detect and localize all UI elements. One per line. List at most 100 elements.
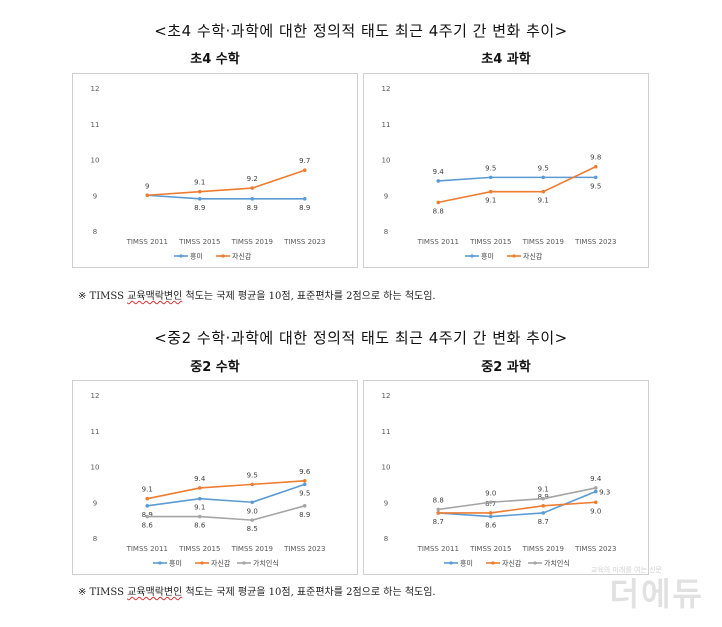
y-tick-label: 9 xyxy=(384,499,388,507)
line-chart-mid-math: 8 9 10 11 12 TIMSS 2011 TIMSS 2015 TIMSS 2019 TI… xyxy=(91,392,326,568)
y-tick-label: 11 xyxy=(91,121,100,129)
data-label: 9.0 xyxy=(590,507,601,515)
watermark-tagline: 교육의 미래를 여는 신문 xyxy=(590,566,662,574)
legend-marker xyxy=(512,254,516,258)
legend-label: 흥미 xyxy=(169,559,182,568)
chart-title-mid-math: 중2 수학 xyxy=(190,360,240,375)
y-tick-label: 8 xyxy=(93,535,97,543)
y-tick-label: 10 xyxy=(91,464,100,472)
data-label: 9.1 xyxy=(194,504,205,512)
data-label: 8.6 xyxy=(142,522,154,530)
data-point xyxy=(488,514,493,519)
legend-marker xyxy=(242,561,246,565)
data-point xyxy=(197,486,202,490)
legend-label: 자신감 xyxy=(523,252,543,261)
x-tick-label: TIMSS 2019 xyxy=(522,545,564,553)
data-point xyxy=(436,179,441,183)
data-label: 8.6 xyxy=(485,522,497,530)
data-point xyxy=(593,164,598,169)
data-label: 9.0 xyxy=(485,489,496,497)
data-point xyxy=(145,193,150,198)
legend-label: 흥미 xyxy=(190,252,203,261)
data-point xyxy=(197,496,202,501)
chart-panel-mid-science: 8 9 10 11 12 TIMSS 2011 TIMSS 2015 TIMSS 2019 TI… xyxy=(363,380,649,575)
legend-label: 흥미 xyxy=(460,559,473,568)
x-tick-label: TIMSS 2023 xyxy=(574,238,616,246)
chart-title-elem-science: 초4 과학 xyxy=(481,52,531,67)
data-label: 8.5 xyxy=(247,525,258,533)
x-tick-label: TIMSS 2023 xyxy=(283,545,325,553)
y-tick-label: 12 xyxy=(91,392,100,400)
legend-label: 자신감 xyxy=(211,559,231,568)
x-tick-label: TIMSS 2011 xyxy=(126,545,168,553)
data-point xyxy=(593,175,598,180)
data-point xyxy=(197,514,202,519)
data-label: 9.5 xyxy=(299,489,310,497)
chart-panel-elem-math: 8 9 10 11 12 TIMSS 2011 TIMSS 2015 TIMSS 2019 TI… xyxy=(72,73,358,268)
line-chart-mid-science: 8 9 10 11 12 TIMSS 2011 TIMSS 2015 TIMSS 2019 TI… xyxy=(382,392,617,568)
section-title-elementary: <초4 수학·과학에 대한 정의적 태도 최근 4주기 간 변화 추이> xyxy=(154,22,568,40)
data-point xyxy=(145,504,150,508)
data-point xyxy=(302,479,307,483)
x-tick-label: TIMSS 2011 xyxy=(417,238,459,246)
data-label: 9.3 xyxy=(599,489,610,497)
y-tick-label: 11 xyxy=(382,121,391,129)
data-label: 9.1 xyxy=(538,486,549,494)
x-tick-label: TIMSS 2023 xyxy=(283,238,325,246)
series-line xyxy=(438,490,597,518)
data-label: 9.2 xyxy=(247,175,258,183)
data-label: 8.7 xyxy=(538,518,549,526)
data-point xyxy=(488,175,493,180)
y-tick-label: 8 xyxy=(93,228,97,236)
data-point xyxy=(302,504,307,508)
data-point xyxy=(593,500,598,505)
series-line xyxy=(438,176,596,182)
y-tick-label: 9 xyxy=(93,499,97,507)
data-label: 8.7 xyxy=(433,518,444,526)
legend-marker xyxy=(179,254,183,258)
line-chart-elem-math: 8 9 10 11 12 TIMSS 2011 TIMSS 2015 TIMSS 2019 TI… xyxy=(91,85,326,261)
legend-marker xyxy=(158,561,162,565)
data-label: 8.9 xyxy=(247,204,258,212)
series-line xyxy=(438,165,597,204)
legend-label: 흥미 xyxy=(481,252,494,261)
series-line xyxy=(438,501,596,514)
data-label: 8.8 xyxy=(433,496,444,504)
data-label: 9.4 xyxy=(433,168,445,176)
y-tick-label: 10 xyxy=(382,464,391,472)
data-point xyxy=(250,197,255,201)
series-line xyxy=(438,487,596,511)
data-label: 8.9 xyxy=(299,511,310,519)
y-tick-label: 12 xyxy=(382,85,391,93)
data-point xyxy=(145,496,150,501)
x-tick-label: TIMSS 2011 xyxy=(126,238,168,246)
footnote-elementary: ※ TIMSS 교육맥락변인 척도는 국제 평균을 10점, 표준편차를 2점으… xyxy=(78,291,436,302)
y-tick-label: 8 xyxy=(384,535,388,543)
data-point xyxy=(197,197,202,201)
data-point xyxy=(541,175,546,180)
footnote-middle: ※ TIMSS 교육맥락변인 척도는 국제 평균을 10점, 표준편차를 2점으… xyxy=(78,587,436,598)
data-point xyxy=(250,482,255,487)
data-label: 9.8 xyxy=(590,154,601,162)
section-title-middle: <중2 수학·과학에 대한 정의적 태도 최근 4주기 간 변화 추이> xyxy=(154,329,568,347)
data-label: 8.8 xyxy=(433,207,444,215)
data-label: 9.0 xyxy=(247,507,258,515)
legend-label: 가치인식 xyxy=(544,559,570,568)
data-point xyxy=(593,486,598,490)
chart-title-elem-math: 초4 수학 xyxy=(190,52,240,67)
data-point xyxy=(250,500,255,505)
data-point xyxy=(488,511,493,515)
data-label: 8.9 xyxy=(194,204,205,212)
x-tick-label: TIMSS 2019 xyxy=(231,238,273,246)
data-point xyxy=(436,507,441,512)
data-point xyxy=(488,500,493,505)
series-line xyxy=(147,483,306,507)
x-tick-label: TIMSS 2015 xyxy=(469,238,511,246)
watermark-logo: 더에듀 xyxy=(609,575,704,613)
data-label: 9.7 xyxy=(299,157,310,165)
legend-marker xyxy=(470,254,474,258)
y-tick-label: 11 xyxy=(91,428,100,436)
y-tick-label: 11 xyxy=(382,428,391,436)
data-label: 8.9 xyxy=(299,204,310,212)
data-label: 9.5 xyxy=(247,471,258,479)
